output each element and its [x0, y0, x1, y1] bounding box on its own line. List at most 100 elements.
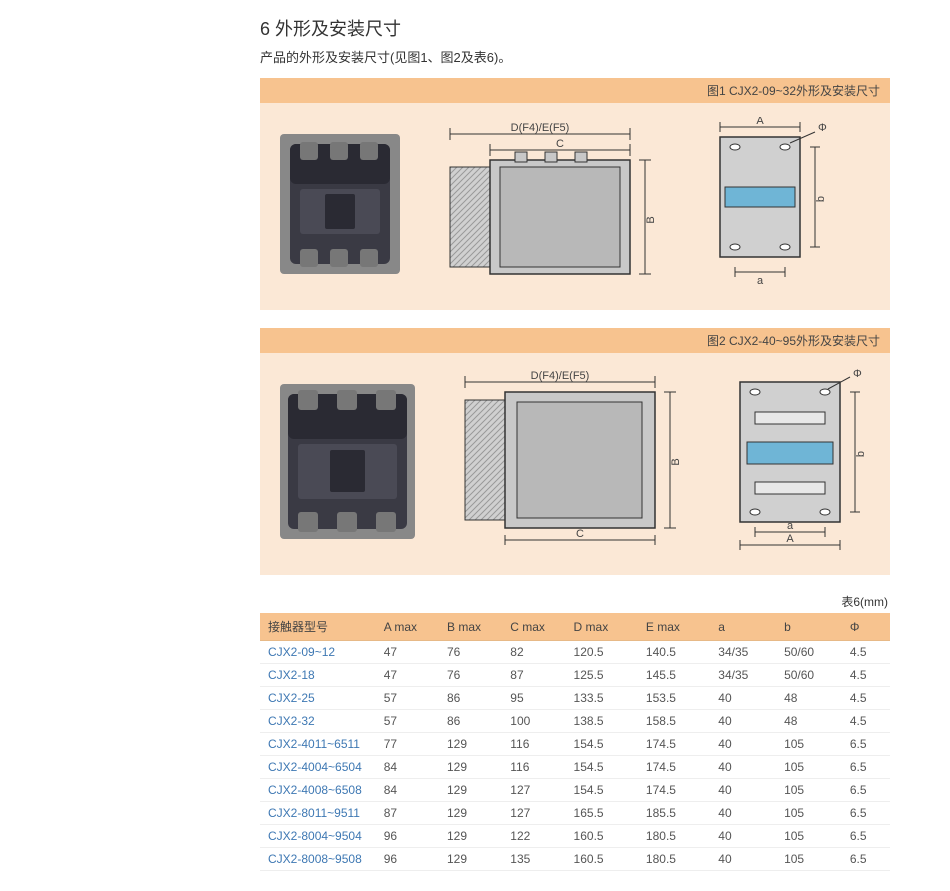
model-cell: CJX2-25 [260, 687, 376, 710]
svg-text:C: C [556, 138, 564, 150]
value-cell: 105 [776, 825, 842, 848]
value-cell: 105 [776, 779, 842, 802]
value-cell: 50/60 [776, 664, 842, 687]
model-cell: CJX2-8004~9504 [260, 825, 376, 848]
model-cell: CJX2-8008~9508 [260, 848, 376, 871]
value-cell: 57 [376, 687, 439, 710]
svg-text:b: b [855, 451, 867, 457]
value-cell: 105 [776, 756, 842, 779]
value-cell: 6.5 [842, 825, 890, 848]
section-heading: 6 外形及安装尺寸 [260, 15, 890, 41]
value-cell: 40 [710, 848, 776, 871]
value-cell: 6.5 [842, 733, 890, 756]
value-cell: 40 [710, 687, 776, 710]
value-cell: 40 [710, 710, 776, 733]
value-cell: 40 [710, 779, 776, 802]
value-cell: 145.5 [638, 664, 710, 687]
table-col-0: 接触器型号 [260, 613, 376, 641]
value-cell: 129 [439, 756, 502, 779]
model-cell: CJX2-09~12 [260, 641, 376, 664]
value-cell: 129 [439, 779, 502, 802]
value-cell: 138.5 [566, 710, 638, 733]
value-cell: 129 [439, 802, 502, 825]
figure-1-front-view: A Φ b [690, 117, 840, 290]
value-cell: 105 [776, 848, 842, 871]
figure-2: 图2 CJX2-40~95外形及安装尺寸 [260, 328, 890, 575]
value-cell: 4.5 [842, 641, 890, 664]
value-cell: 77 [376, 733, 439, 756]
svg-text:B: B [670, 458, 682, 465]
model-cell: CJX2-8011~9511 [260, 802, 376, 825]
value-cell: 120.5 [566, 641, 638, 664]
value-cell: 154.5 [566, 733, 638, 756]
value-cell: 154.5 [566, 779, 638, 802]
value-cell: 48 [776, 710, 842, 733]
value-cell: 6.5 [842, 848, 890, 871]
table-row: CJX2-8004~950496129122160.5180.5401056.5 [260, 825, 890, 848]
value-cell: 105 [776, 802, 842, 825]
table-col-4: D max [566, 613, 638, 641]
value-cell: 100 [502, 710, 565, 733]
value-cell: 34/35 [710, 641, 776, 664]
value-cell: 160.5 [566, 825, 638, 848]
svg-text:A: A [756, 117, 764, 127]
svg-text:B: B [645, 216, 657, 223]
value-cell: 140.5 [638, 641, 710, 664]
svg-text:D(F4)/E(F5): D(F4)/E(F5) [531, 370, 590, 382]
value-cell: 6.5 [842, 779, 890, 802]
value-cell: 160.5 [566, 848, 638, 871]
svg-text:Φ: Φ [853, 368, 862, 380]
value-cell: 40 [710, 733, 776, 756]
value-cell: 40 [710, 802, 776, 825]
value-cell: 4.5 [842, 710, 890, 733]
value-cell: 86 [439, 710, 502, 733]
value-cell: 129 [439, 848, 502, 871]
value-cell: 153.5 [638, 687, 710, 710]
value-cell: 174.5 [638, 779, 710, 802]
table-col-1: A max [376, 613, 439, 641]
table-row: CJX2-4011~651177129116154.5174.5401056.5 [260, 733, 890, 756]
value-cell: 96 [376, 848, 439, 871]
value-cell: 122 [502, 825, 565, 848]
figure-1-caption: 图1 CJX2-09~32外形及安装尺寸 [260, 78, 890, 103]
value-cell: 47 [376, 641, 439, 664]
table-row: CJX2-18477687125.5145.534/3550/604.5 [260, 664, 890, 687]
value-cell: 127 [502, 779, 565, 802]
value-cell: 185.5 [638, 802, 710, 825]
svg-text:a: a [787, 520, 794, 532]
table-row: CJX2-09~12477682120.5140.534/3550/604.5 [260, 641, 890, 664]
value-cell: 48 [776, 687, 842, 710]
value-cell: 40 [710, 825, 776, 848]
value-cell: 158.5 [638, 710, 710, 733]
svg-text:A: A [786, 533, 794, 545]
table-row: CJX2-4004~650484129116154.5174.5401056.5 [260, 756, 890, 779]
model-cell: CJX2-18 [260, 664, 376, 687]
value-cell: 4.5 [842, 687, 890, 710]
table-col-6: a [710, 613, 776, 641]
value-cell: 86 [439, 687, 502, 710]
value-cell: 50/60 [776, 641, 842, 664]
model-cell: CJX2-4011~6511 [260, 733, 376, 756]
svg-text:Φ: Φ [818, 122, 827, 134]
value-cell: 6.5 [842, 756, 890, 779]
value-cell: 174.5 [638, 756, 710, 779]
value-cell: 180.5 [638, 825, 710, 848]
value-cell: 87 [502, 664, 565, 687]
model-cell: CJX2-32 [260, 710, 376, 733]
svg-text:a: a [757, 275, 764, 287]
table-row: CJX2-8011~951187129127165.5185.5401056.5 [260, 802, 890, 825]
value-cell: 116 [502, 756, 565, 779]
product-photo-1 [280, 134, 400, 274]
svg-text:b: b [815, 196, 827, 202]
value-cell: 84 [376, 779, 439, 802]
value-cell: 87 [376, 802, 439, 825]
value-cell: 154.5 [566, 756, 638, 779]
table-col-7: b [776, 613, 842, 641]
table-row: CJX2-4008~650884129127154.5174.5401056.5 [260, 779, 890, 802]
table-col-8: Φ [842, 613, 890, 641]
svg-text:D(F4)/E(F5): D(F4)/E(F5) [511, 122, 570, 134]
value-cell: 129 [439, 733, 502, 756]
value-cell: 47 [376, 664, 439, 687]
table-header-row: 接触器型号A maxB maxC maxD maxE maxabΦ [260, 613, 890, 641]
value-cell: 129 [439, 825, 502, 848]
